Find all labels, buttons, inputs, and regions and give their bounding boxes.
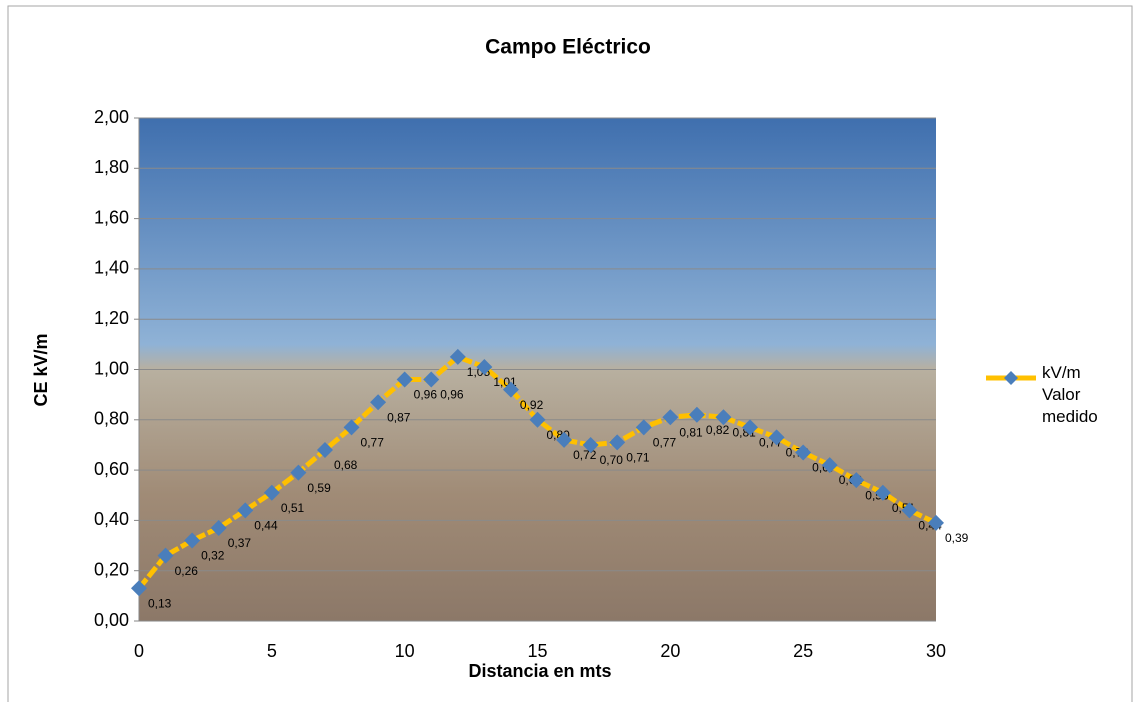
data-point (370, 394, 387, 411)
data-point (396, 371, 413, 388)
data-point (157, 547, 174, 564)
data-point (184, 532, 201, 549)
data-point (821, 457, 838, 474)
y-tick-label: 1,40 (94, 258, 129, 278)
data-label: 0,81 (679, 425, 703, 439)
data-label: 0,26 (175, 564, 199, 578)
data-label: 0,92 (520, 398, 544, 412)
data-label: 0,68 (334, 458, 358, 472)
y-axis-title: CE kV/m (31, 333, 51, 406)
data-point (901, 502, 918, 519)
x-tick-label: 5 (267, 641, 277, 661)
y-tick-label: 0,00 (94, 610, 129, 630)
x-tick-label: 25 (793, 641, 813, 661)
data-point (316, 441, 333, 458)
data-point (131, 580, 147, 597)
data-point (237, 502, 254, 519)
legend-marker (1004, 371, 1018, 385)
data-point (210, 519, 227, 536)
y-tick-label: 1,60 (94, 207, 129, 227)
y-tick-label: 0,80 (94, 409, 129, 429)
data-point (529, 411, 546, 428)
y-tick-label: 1,80 (94, 157, 129, 177)
data-label: 0,77 (361, 436, 385, 450)
data-point (848, 472, 865, 489)
y-tick-label: 0,20 (94, 559, 129, 579)
data-label: 0,70 (600, 453, 624, 467)
chart-title: Campo Eléctrico (485, 36, 651, 59)
data-label: 0,87 (387, 410, 411, 424)
data-point (556, 431, 573, 448)
x-tick-label: 15 (527, 641, 547, 661)
legend-label: kV/m Valor medido (1042, 363, 1098, 426)
data-point (290, 464, 307, 481)
data-label: 0,82 (706, 423, 730, 437)
data-label: 0,71 (626, 451, 650, 465)
data-point (449, 348, 466, 365)
data-point (688, 406, 705, 423)
data-label: 0,96 (440, 388, 464, 402)
data-point (582, 436, 599, 453)
data-point (928, 514, 944, 531)
x-tick-label: 0 (134, 641, 144, 661)
data-label: 0,77 (653, 436, 677, 450)
data-point (635, 419, 652, 436)
data-label: 0,39 (945, 531, 969, 545)
data-point (768, 429, 785, 446)
data-label: 0,44 (254, 519, 278, 533)
data-point (423, 371, 440, 388)
data-point (742, 419, 759, 436)
x-tick-label: 10 (395, 641, 415, 661)
y-tick-label: 2,00 (94, 107, 129, 127)
data-point (502, 381, 519, 398)
y-tick-label: 1,00 (94, 358, 129, 378)
data-point (343, 419, 360, 436)
data-point (715, 409, 732, 426)
data-label: 0,13 (148, 596, 172, 610)
data-point (609, 434, 626, 451)
data-label: 0,96 (414, 388, 438, 402)
data-point (874, 484, 891, 501)
data-label: 0,51 (281, 501, 305, 515)
data-label: 0,59 (307, 481, 331, 495)
y-tick-label: 0,40 (94, 509, 129, 529)
data-point (662, 409, 679, 426)
chart-frame (7, 5, 1133, 702)
data-label: 0,37 (228, 536, 252, 550)
x-tick-label: 30 (926, 641, 946, 661)
data-point (263, 484, 280, 501)
data-point (795, 444, 812, 461)
y-tick-label: 1,20 (94, 308, 129, 328)
data-label: 0,32 (201, 549, 225, 563)
x-tick-label: 20 (660, 641, 680, 661)
x-axis-title: Distancia en mts (468, 661, 611, 681)
data-point (476, 358, 493, 375)
y-tick-label: 0,60 (94, 459, 129, 479)
